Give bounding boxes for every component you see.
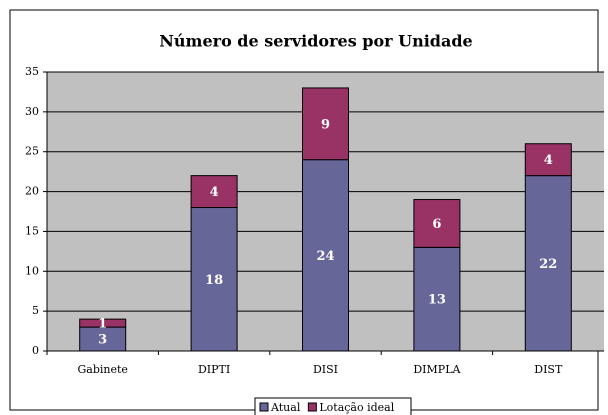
data-label: 13	[428, 293, 446, 308]
data-label: 4	[544, 153, 553, 168]
y-tick-label: 15	[25, 224, 39, 237]
y-tick-label: 20	[25, 185, 39, 198]
x-tick-label: DISI	[313, 363, 338, 376]
bar-segment	[524, 143, 572, 177]
bar-segment	[302, 87, 349, 161]
data-label: 4	[210, 185, 219, 200]
x-tick-label: Gabinete	[77, 363, 127, 376]
bar-segment	[413, 246, 461, 352]
legend-label: Atual	[270, 401, 301, 414]
data-label: 1	[98, 317, 107, 332]
x-tick-label: DIST	[534, 363, 563, 376]
data-label: 3	[98, 333, 107, 348]
data-label: 18	[205, 273, 223, 288]
bar-segment	[190, 207, 238, 352]
legend-box	[254, 397, 412, 415]
bar-segment	[79, 318, 127, 328]
chart-title: Número de servidores por Unidade	[159, 32, 472, 51]
y-tick-label: 5	[32, 304, 39, 317]
x-tick-label: DIMPLA	[413, 363, 461, 376]
y-tick-label: 0	[32, 344, 39, 357]
legend-swatch	[307, 402, 317, 412]
y-tick-label: 30	[25, 105, 39, 118]
y-tick-label: 25	[25, 145, 39, 158]
data-label: 22	[539, 257, 557, 272]
bar-segment	[413, 199, 461, 248]
data-label: 24	[316, 249, 334, 264]
legend-swatch	[259, 402, 269, 412]
bar-segment	[190, 175, 238, 209]
legend-label: Lotação ideal	[319, 401, 394, 414]
data-label: 6	[432, 217, 441, 232]
x-tick-label: DIPTI	[198, 363, 230, 376]
y-tick-label: 10	[25, 264, 39, 277]
data-label: 9	[321, 117, 330, 132]
y-tick-label: 35	[25, 65, 39, 78]
